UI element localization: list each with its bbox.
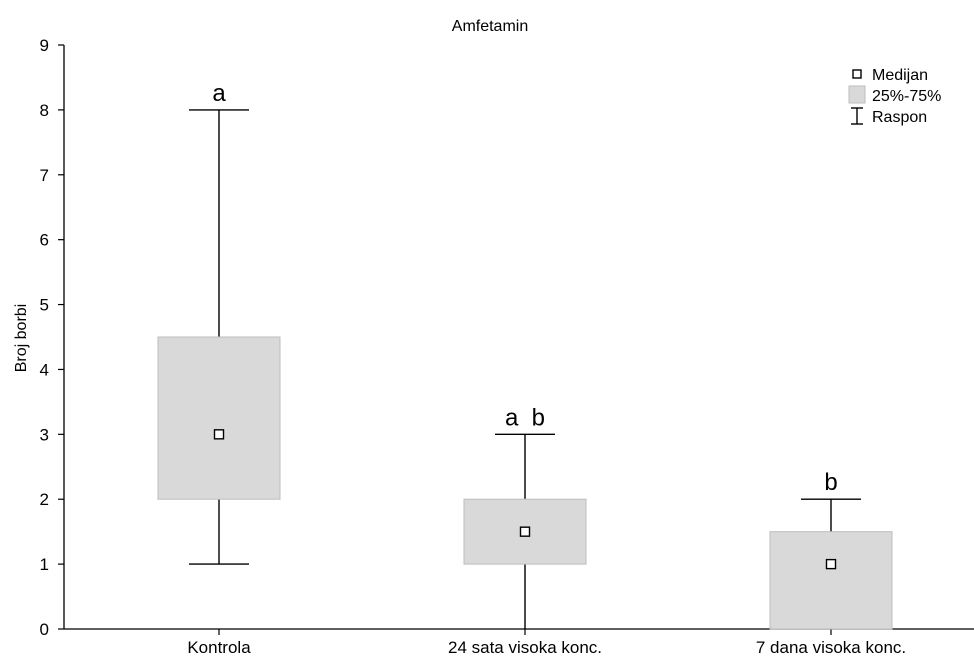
- iqr-box: [769, 531, 893, 630]
- median-marker: [825, 558, 837, 570]
- legend-label: Raspon: [872, 109, 927, 126]
- y-tick-label: 1: [40, 555, 49, 574]
- x-tick-label: Kontrola: [187, 638, 251, 657]
- y-axis-label: Broj borbi: [13, 304, 30, 372]
- box-group: b: [769, 469, 893, 630]
- legend-label: Medijan: [872, 67, 928, 84]
- y-tick-label: 6: [40, 231, 49, 250]
- y-tick-label: 0: [40, 620, 49, 639]
- legend-median-swatch: [852, 69, 862, 79]
- y-tick-label: 7: [40, 166, 49, 185]
- median-marker: [213, 429, 225, 440]
- y-tick-label: 3: [40, 425, 49, 444]
- boxes-layer: a a b b: [157, 80, 893, 630]
- legend: Medijan 25%-75% Raspon: [848, 67, 941, 126]
- y-tick-label: 2: [40, 490, 49, 509]
- significance-label: a b: [505, 404, 545, 431]
- box-group: a b: [463, 404, 587, 629]
- chart-title: Amfetamin: [452, 18, 528, 35]
- significance-label: b: [824, 469, 837, 496]
- axes: 0 1 2 3 4 5 6 7 8 9 Kontrola 24 sata visoka konc. 7 …: [40, 36, 974, 657]
- box-group: a: [157, 80, 281, 565]
- x-tick-label: 7 dana visoka konc.: [756, 638, 906, 657]
- legend-label: 25%-75%: [872, 88, 941, 105]
- y-tick-label: 8: [40, 101, 49, 120]
- x-tick-label: 24 sata visoka konc.: [448, 638, 602, 657]
- y-tick-label: 5: [40, 296, 49, 315]
- significance-label: a: [212, 80, 226, 107]
- iqr-box: [157, 336, 281, 500]
- y-tick-label: 9: [40, 36, 49, 55]
- y-tick-label: 4: [40, 360, 49, 379]
- median-marker: [519, 526, 531, 537]
- legend-box-swatch: [848, 85, 866, 104]
